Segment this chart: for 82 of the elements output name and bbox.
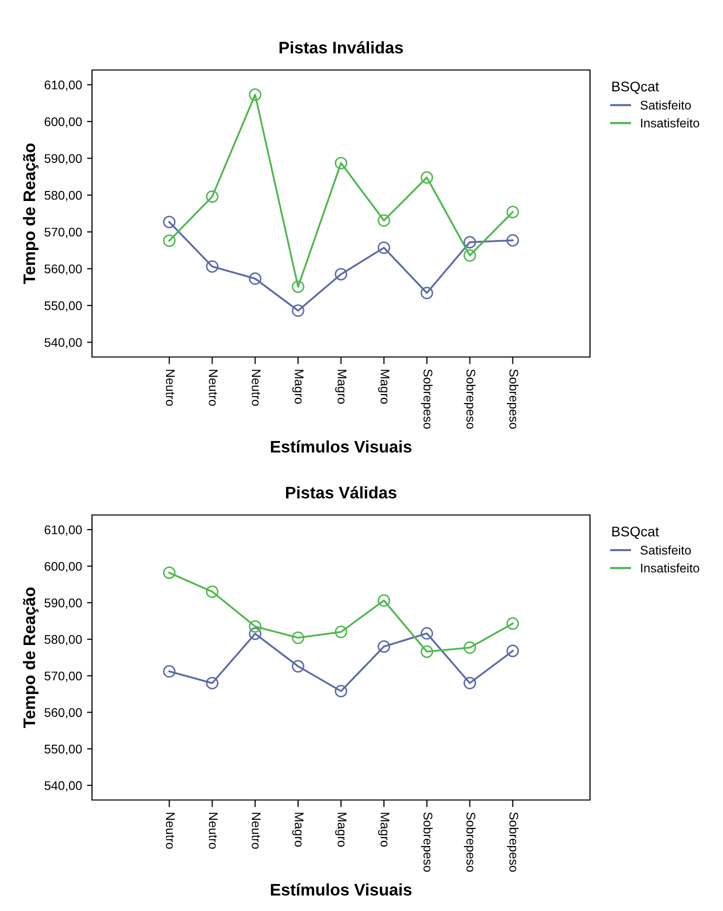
legend-title: BSQcat — [612, 82, 659, 94]
y-tick-label: 610,00 — [44, 80, 82, 91]
point — [506, 206, 519, 218]
point — [206, 190, 218, 203]
y-axis-title: Tempo de Reação — [22, 587, 38, 728]
y-tick-label: 560,00 — [44, 708, 82, 718]
x-tick-label: Sobrepeso — [421, 369, 433, 429]
y-tick-label: 570,00 — [44, 672, 82, 682]
y-tick-label: 570,00 — [44, 228, 82, 238]
point — [464, 249, 476, 262]
y-tick-label: 590,00 — [44, 598, 82, 609]
x-axis-title: Estímulos Visuais — [270, 440, 412, 453]
x-tick-label: Magro — [335, 812, 346, 847]
point — [378, 214, 390, 227]
legend-title: BSQcat — [612, 526, 659, 539]
point — [464, 641, 476, 654]
y-tick-label: 580,00 — [44, 190, 82, 202]
x-tick-label: Magro — [378, 812, 390, 847]
point — [464, 676, 476, 690]
point — [378, 241, 390, 254]
x-tick-label: Neutro — [208, 812, 218, 849]
x-tick-label: Magro — [378, 370, 390, 404]
y-tick-label: 540,00 — [44, 338, 82, 348]
x-tick-label: Neutro — [166, 812, 175, 849]
point — [248, 628, 262, 640]
y-tick-label: 610,00 — [44, 525, 82, 536]
point — [506, 644, 519, 658]
point — [292, 632, 304, 644]
point — [163, 665, 176, 678]
point — [163, 234, 176, 247]
point — [334, 156, 348, 170]
x-tick-label: Neutro — [252, 812, 261, 849]
x-tick-label: Neutro — [252, 370, 261, 406]
x-axis-title: Estímulos Visuais — [270, 883, 412, 896]
x-tick-label: Sobrepeso — [421, 812, 433, 872]
x-tick-label: Magro — [335, 370, 346, 404]
point — [378, 594, 390, 607]
x-tick-label: Sobrepeso — [506, 812, 519, 872]
legend-label: Satisfeito — [640, 545, 691, 555]
point — [334, 268, 348, 280]
point — [420, 645, 434, 658]
point — [420, 286, 434, 300]
x-tick-label: Sobrepeso — [506, 369, 519, 429]
point — [420, 627, 434, 640]
point — [292, 660, 304, 673]
y-tick-label: 560,00 — [44, 264, 82, 275]
point — [378, 640, 390, 653]
y-tick-label: 550,00 — [44, 744, 82, 755]
y-tick-label: 540,00 — [44, 781, 82, 792]
point — [334, 626, 348, 638]
point — [163, 566, 176, 579]
point — [292, 304, 304, 317]
x-tick-label: Magro — [292, 812, 304, 847]
y-tick-label: 600,00 — [44, 117, 82, 128]
x-tick-label: Sobrepeso — [464, 369, 476, 429]
point — [420, 171, 434, 184]
point — [206, 585, 218, 598]
y-tick-label: 580,00 — [44, 635, 82, 646]
point — [248, 88, 262, 101]
point — [248, 620, 262, 633]
y-tick-label: 550,00 — [44, 301, 82, 312]
x-tick-label: Neutro — [166, 370, 175, 406]
x-tick-label: Sobrepeso — [464, 812, 476, 872]
point — [163, 216, 176, 228]
point — [506, 234, 519, 247]
chart-title: Pistas Inválidas — [280, 41, 403, 54]
y-tick-label: 590,00 — [44, 154, 82, 164]
x-tick-label: Magro — [292, 370, 304, 404]
point — [206, 676, 218, 690]
point — [206, 260, 218, 273]
point — [464, 236, 476, 248]
x-tick-label: Neutro — [208, 370, 218, 406]
point — [334, 684, 348, 698]
y-axis-title: Tempo de Reação — [22, 143, 38, 284]
y-tick-label: 600,00 — [44, 562, 82, 572]
point — [248, 272, 262, 285]
point — [506, 617, 519, 630]
point — [292, 280, 304, 293]
chart-title: Pistas Válidas — [286, 486, 396, 498]
legend-label: Insatisfeito — [641, 563, 700, 573]
legend-label: Satisfeito — [640, 100, 691, 110]
legend-label: Insatisfeito — [641, 118, 700, 128]
